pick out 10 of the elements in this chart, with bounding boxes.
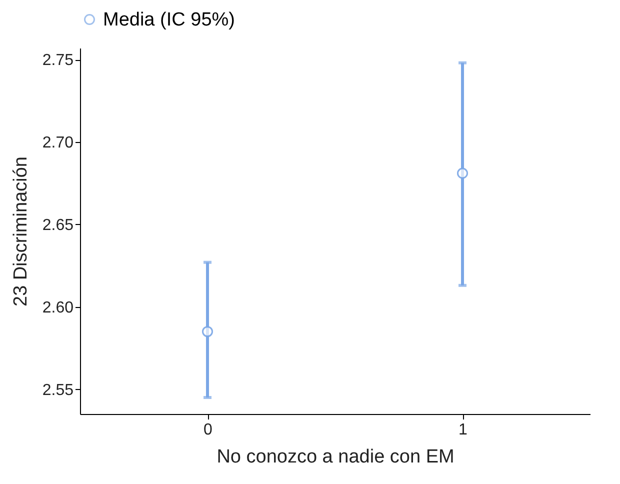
y-tick-label: 2.75 xyxy=(42,52,74,70)
x-tick-label: 1 xyxy=(458,422,468,438)
x-axis-title: No conozco a nadie con EM xyxy=(216,446,454,468)
y-tick-label: 2.65 xyxy=(42,216,74,234)
legend-label: Media (IC 95%) xyxy=(103,10,235,30)
y-axis-title: 23 Discriminación xyxy=(10,156,32,306)
y-tick-label: 2.60 xyxy=(42,299,74,316)
y-tick-label: 2.55 xyxy=(42,382,74,399)
y-tick-label: 2.70 xyxy=(42,134,74,152)
x-tick-label: 0 xyxy=(204,422,213,438)
